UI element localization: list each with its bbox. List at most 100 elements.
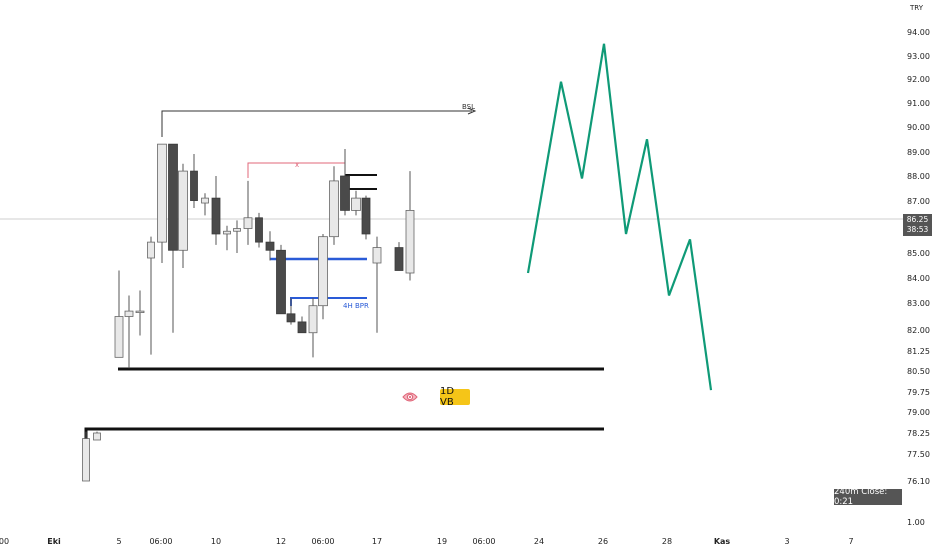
candle-body bbox=[147, 241, 155, 259]
candle-body bbox=[211, 197, 221, 235]
time-tick-label: Kas bbox=[714, 537, 731, 546]
candle-body bbox=[265, 241, 275, 251]
candle-body bbox=[394, 247, 404, 271]
up-candle bbox=[329, 166, 339, 245]
down-candle bbox=[361, 195, 371, 240]
time-tick-label: 00 bbox=[0, 537, 9, 546]
down-candle bbox=[265, 231, 275, 261]
price-tick-label: 82.00 bbox=[907, 326, 930, 335]
time-tick-label: 28 bbox=[662, 537, 672, 546]
down-candle bbox=[255, 212, 263, 248]
up-candle bbox=[157, 143, 167, 263]
candle-body bbox=[233, 228, 241, 232]
price-tick-label: 90.00 bbox=[907, 123, 930, 132]
time-tick-label: 12 bbox=[276, 537, 286, 546]
down-candle bbox=[297, 316, 307, 334]
candle-body bbox=[297, 321, 307, 334]
candle-body bbox=[308, 305, 318, 334]
time-tick-label: Eki bbox=[47, 537, 61, 546]
lower-level-line bbox=[84, 427, 604, 441]
last-price-tag: 86.25 38:53 bbox=[903, 214, 932, 236]
up-candle bbox=[135, 290, 145, 336]
annotation-text: BSL x 4H BPR bbox=[295, 103, 475, 310]
price-tick-label: 85.00 bbox=[907, 249, 930, 258]
down-candle bbox=[211, 176, 221, 245]
currency-label: TRY bbox=[910, 4, 923, 12]
time-tick-label: 06:00 bbox=[149, 537, 172, 546]
time-tick-label: 24 bbox=[534, 537, 544, 546]
time-tick-label: 06:00 bbox=[311, 537, 334, 546]
candle-body bbox=[124, 310, 134, 317]
up-candle bbox=[114, 270, 124, 358]
candle-body bbox=[329, 180, 339, 238]
up-candle bbox=[308, 298, 318, 358]
price-tick-label: 87.00 bbox=[907, 197, 930, 206]
up-candle bbox=[82, 431, 90, 482]
time-tick-label: 3 bbox=[784, 537, 789, 546]
time-tick-label: 17 bbox=[372, 537, 382, 546]
last-price-value: 86.25 bbox=[906, 215, 929, 224]
candle-body bbox=[351, 197, 361, 211]
candle-body bbox=[286, 313, 296, 323]
x-level-line bbox=[247, 162, 345, 178]
up-candle bbox=[243, 180, 253, 245]
price-tick-label: 92.00 bbox=[907, 75, 930, 84]
x-level-label: x bbox=[295, 161, 299, 169]
candle-body bbox=[318, 236, 328, 307]
time-tick-label: 06:00 bbox=[472, 537, 495, 546]
close-timer: 240m Close: 0:21 bbox=[834, 487, 902, 507]
price-tick-label: 1.00 bbox=[907, 518, 925, 527]
price-tick-label: 78.25 bbox=[907, 429, 930, 438]
down-candle bbox=[190, 153, 198, 208]
vb-badge[interactable]: 1D VB bbox=[440, 386, 470, 408]
price-tick-label: 94.00 bbox=[907, 28, 930, 37]
price-tick-label: 83.00 bbox=[907, 299, 930, 308]
candle-body bbox=[243, 217, 253, 229]
up-candle bbox=[318, 233, 328, 320]
price-tick-label: 84.00 bbox=[907, 274, 930, 283]
time-tick-label: 10 bbox=[211, 537, 221, 546]
bpr-label: 4H BPR bbox=[343, 302, 369, 310]
price-axis: 94.00 93.00 92.00 91.00 90.00 89.00 88.00 87.00… bbox=[907, 28, 930, 527]
time-axis: 00 Eki 5 06:00 10 12 06:00 17 19 06:00 24 26 28 Kas 3 7 bbox=[0, 537, 854, 546]
time-tick-label: 26 bbox=[598, 537, 608, 546]
price-tick-label: 91.00 bbox=[907, 99, 930, 108]
candle-body bbox=[223, 230, 231, 235]
price-tick-label: 77.50 bbox=[907, 450, 930, 459]
candle-body bbox=[178, 170, 188, 251]
price-tick-label: 81.25 bbox=[907, 347, 930, 356]
time-tick-label: 5 bbox=[116, 537, 121, 546]
candle-body bbox=[276, 249, 286, 315]
candle-body bbox=[340, 175, 350, 211]
up-candle bbox=[147, 236, 155, 355]
bsl-line bbox=[161, 110, 472, 137]
bsl-arrow bbox=[467, 107, 477, 115]
price-tick-label: 89.00 bbox=[907, 148, 930, 157]
up-candle bbox=[372, 236, 382, 333]
up-candle bbox=[201, 193, 209, 216]
down-candle bbox=[276, 244, 286, 315]
up-candle bbox=[351, 190, 361, 216]
price-tick-label: 88.00 bbox=[907, 172, 930, 181]
candle-countdown: 38:53 bbox=[906, 225, 929, 234]
candle-body bbox=[255, 217, 263, 243]
price-tick-label: 79.75 bbox=[907, 388, 930, 397]
price-tick-label: 76.10 bbox=[907, 477, 930, 486]
candle-body bbox=[201, 197, 209, 204]
down-candle bbox=[286, 298, 296, 325]
up-candle bbox=[223, 225, 231, 251]
eye-icon[interactable] bbox=[402, 390, 418, 404]
up-candle bbox=[233, 220, 241, 253]
candle-body bbox=[361, 197, 371, 235]
candle-body bbox=[372, 247, 382, 264]
down-candle bbox=[394, 242, 404, 271]
candle-body bbox=[135, 310, 145, 314]
time-tick-label: 7 bbox=[848, 537, 853, 546]
candle-body bbox=[82, 438, 90, 482]
price-tick-label: 80.50 bbox=[907, 367, 930, 376]
price-tick-label: 79.00 bbox=[907, 408, 930, 417]
down-candle bbox=[168, 143, 178, 333]
price-tick-label: 93.00 bbox=[907, 52, 930, 61]
